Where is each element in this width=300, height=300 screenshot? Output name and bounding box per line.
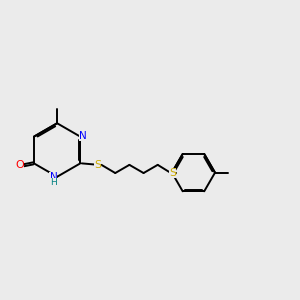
Text: H: H	[50, 178, 57, 187]
Text: S: S	[94, 160, 101, 170]
Text: N: N	[79, 131, 87, 141]
Text: N: N	[50, 172, 57, 182]
Text: O: O	[15, 160, 24, 170]
Text: S: S	[169, 168, 176, 178]
